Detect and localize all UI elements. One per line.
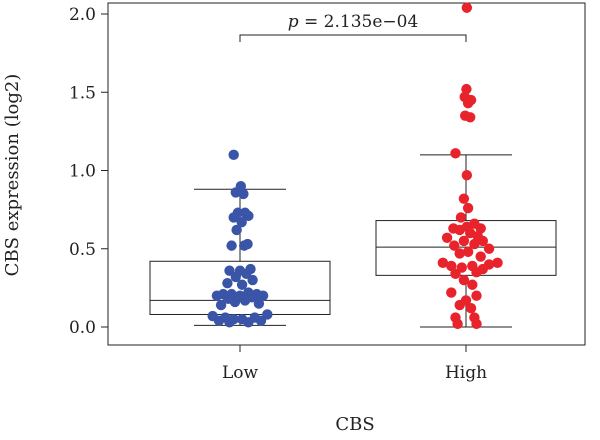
x-tick-label: High <box>445 363 487 383</box>
axes-layer: 0.0 0.5 1.0 1.5 2.0 Low High <box>69 2 586 383</box>
data-point-high <box>458 193 470 204</box>
data-point-low <box>229 296 241 308</box>
data-point-high <box>452 318 463 330</box>
p-value-symbol: p <box>288 12 299 32</box>
y-tick-label: 1.0 <box>69 162 96 182</box>
data-point-low <box>236 279 248 290</box>
data-point-low <box>226 240 237 251</box>
data-point-high <box>462 98 474 109</box>
data-point-high <box>492 257 503 269</box>
p-value-text: = 2.135e−04 <box>299 12 419 32</box>
data-point-high <box>471 267 482 278</box>
data-point-low <box>213 315 225 326</box>
y-tick-label: 0.0 <box>69 318 96 338</box>
data-point-low <box>224 265 235 276</box>
data-point-high <box>450 148 461 159</box>
data-point-low <box>239 240 250 251</box>
data-point-high <box>465 112 476 123</box>
data-point-low <box>257 290 269 301</box>
data-point-low <box>222 277 233 289</box>
data-point-low <box>215 299 227 311</box>
data-point-high <box>454 248 465 259</box>
data-point-high <box>446 260 457 272</box>
data-point-high <box>483 243 495 254</box>
data-point-high <box>477 235 488 247</box>
data-point-low <box>228 212 239 223</box>
data-point-low <box>228 149 239 161</box>
data-point-high <box>469 238 480 250</box>
data-point-high <box>458 235 470 247</box>
data-point-low <box>239 295 251 306</box>
data-point-low <box>236 216 247 228</box>
annotation-layer: p = 2.135e−04 <box>239 12 467 42</box>
data-point-low <box>262 309 273 320</box>
data-point-low <box>255 315 267 326</box>
data-point-high <box>441 232 453 243</box>
y-tick-label: 0.5 <box>69 240 96 260</box>
points-layer <box>207 2 503 330</box>
data-point-high <box>461 2 473 13</box>
data-point-low <box>224 317 235 328</box>
data-point-high <box>475 251 486 262</box>
data-point-low <box>247 274 258 286</box>
data-point-high <box>475 223 486 234</box>
data-point-high <box>450 268 461 279</box>
data-point-high <box>461 169 473 181</box>
data-point-high <box>465 303 477 314</box>
data-point-low <box>231 224 242 236</box>
plot-frame <box>107 2 586 346</box>
data-point-high <box>462 246 474 258</box>
data-point-high <box>454 299 465 311</box>
data-point-high <box>455 212 467 223</box>
data-point-high <box>437 257 449 269</box>
significance-bracket <box>239 34 467 42</box>
data-point-low <box>243 210 254 222</box>
x-tick-label: Low <box>222 363 259 383</box>
data-point-low <box>230 271 241 283</box>
data-point-low <box>253 298 265 309</box>
data-point-low <box>211 290 223 301</box>
y-tick-label: 2.0 <box>69 5 96 25</box>
y-axis-label: CBS expression (log2) <box>2 74 23 277</box>
data-point-high <box>449 240 460 251</box>
data-point-high <box>454 224 465 236</box>
data-point-high <box>446 287 457 298</box>
data-point-high <box>462 202 474 214</box>
boxes-layer <box>149 154 557 328</box>
data-point-high <box>458 274 470 286</box>
data-point-high <box>456 262 467 273</box>
data-point-low <box>241 268 252 279</box>
data-point-high <box>471 290 482 301</box>
data-point-high <box>467 279 478 290</box>
data-point-high <box>461 83 472 95</box>
data-point-low <box>238 188 249 200</box>
data-point-low <box>243 317 254 328</box>
p-value-label: p = 2.135e−04 <box>288 12 419 32</box>
data-point-high <box>471 318 482 330</box>
y-tick-label: 1.5 <box>69 83 96 103</box>
x-axis-label: CBS <box>335 414 374 435</box>
